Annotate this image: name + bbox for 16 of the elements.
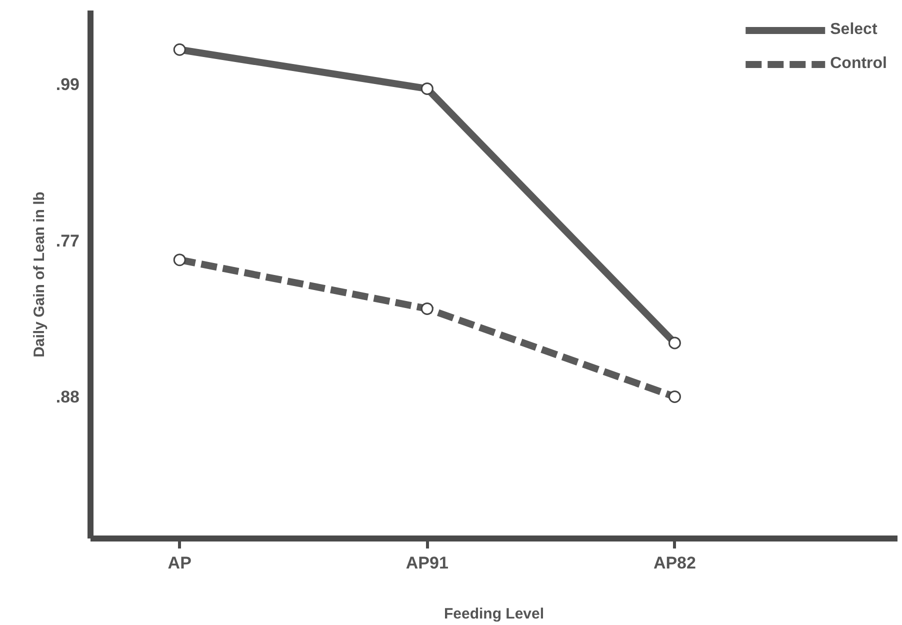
point: [420, 302, 434, 315]
x-axis-title: Feeding Level: [444, 606, 544, 622]
text: .88: [56, 388, 80, 407]
x-tick-label: AP: [168, 554, 192, 572]
text: .99: [56, 74, 80, 94]
legend-label: Select: [830, 21, 878, 39]
x-tick-label: AP91: [406, 554, 448, 572]
point: [668, 336, 681, 350]
point: [173, 254, 186, 266]
x-tick-label: AP82: [653, 554, 696, 572]
point: [668, 390, 681, 403]
point: [173, 43, 186, 56]
point: [420, 82, 434, 95]
text: .77: [56, 231, 80, 250]
legend-label: Control: [830, 55, 887, 73]
y-axis-title: Daily Gain of Lean in lb: [30, 192, 48, 358]
